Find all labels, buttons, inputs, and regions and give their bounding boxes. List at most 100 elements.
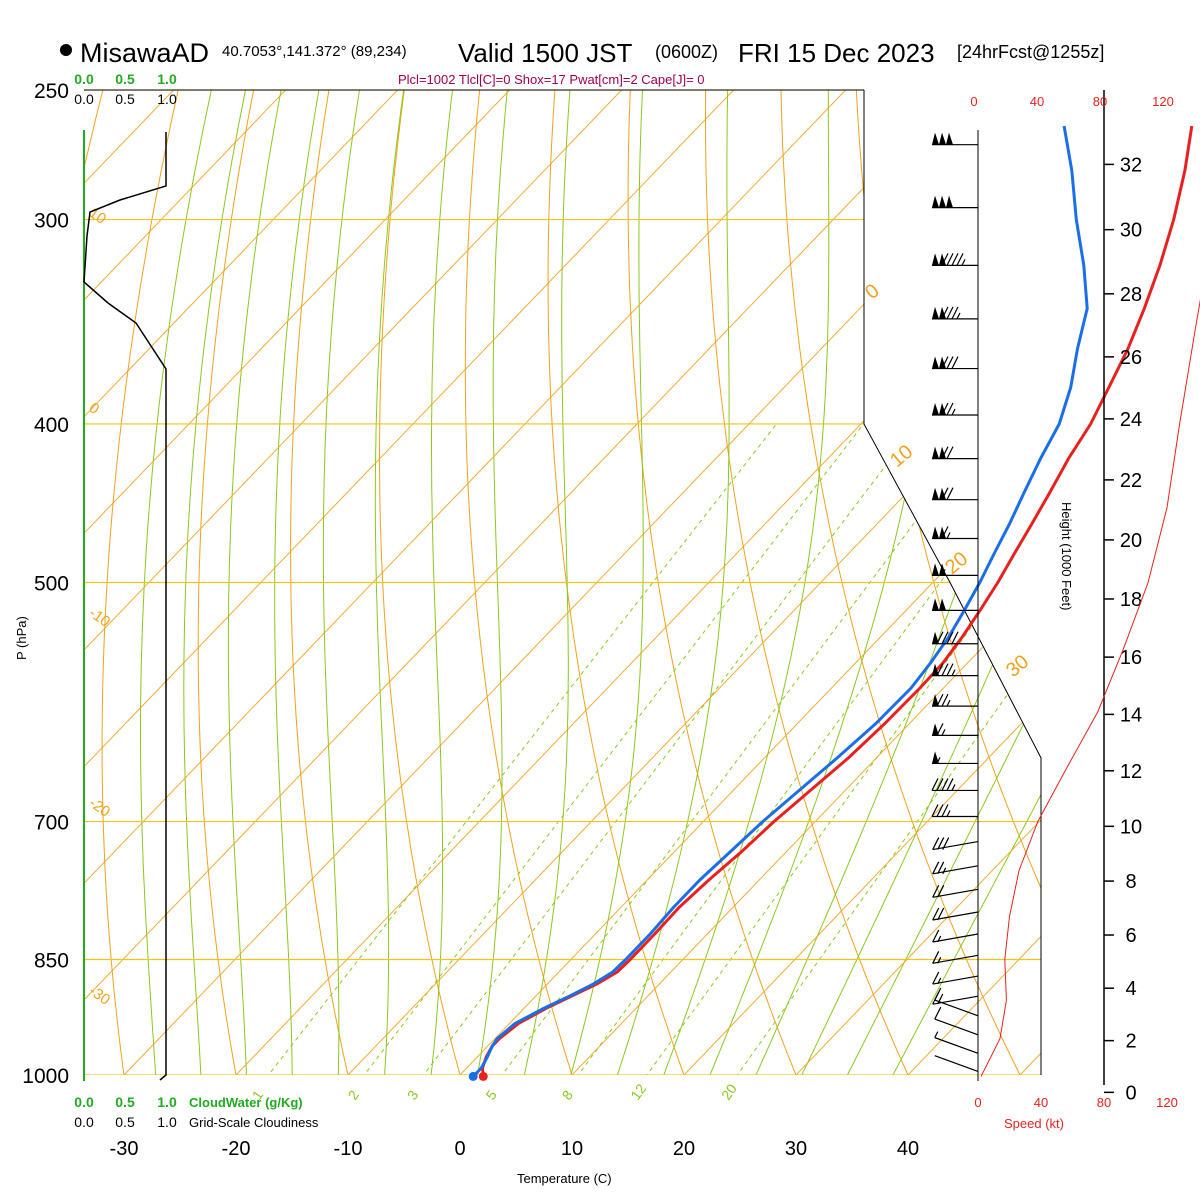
pressure-tick-label: 500 [34,573,69,596]
mixing-ratio-label: 20 [718,1081,740,1103]
wind-barb-shaft [932,954,979,964]
dry-adiabat-line [290,90,357,1075]
height-tick-label: 0 [1125,1082,1136,1104]
dry-adiabat-line [854,90,1041,1075]
dry-adiabat-line [1153,61,1200,1110]
wind-barb-flag [941,778,949,791]
mixing-ratio-label: 5 [482,1087,500,1103]
height-tick-label: 2 [1125,1031,1136,1053]
wind-barb-pennant [932,132,939,145]
moist-adiabat-line [695,90,947,1075]
wind-barb-pennant [939,253,946,266]
wind-barb-flag [946,253,954,266]
mixing-ratio-line [241,423,777,1075]
wind-barb-pennant [932,663,939,676]
isotherm-line [426,90,1041,1075]
moist-adiabat-line [274,90,320,1075]
wind-barb-flag [941,356,949,369]
temperature-tick-label: -10 [334,1138,363,1160]
isotherm-line [650,90,1041,1075]
isotherm-line [84,90,538,1075]
y-axis-label: P (hPa) [14,616,29,660]
wind-barb-half-flag [946,532,951,539]
temperature-tick-label: 30 [785,1138,807,1160]
mixing-ratio-line [475,423,989,1075]
isotherm-line [84,90,426,1075]
wind-barb-flag [946,631,954,644]
cloudiness-top-tick: 0.0 [74,91,94,107]
dry-adiabat-label: -10 [86,604,114,630]
mixing-ratio-line [552,423,1041,1075]
valid-date: FRI 15 Dec 2023 [738,38,935,68]
wind-barb-pennant [939,195,946,208]
sounding-traces [468,125,1194,1081]
wind-barbs [931,130,979,1081]
wind-barb-flag [932,837,940,850]
wind-barb-flag [934,1006,942,1020]
wind-barb-shaft [932,865,979,875]
wind-barb-flag [936,723,944,736]
cloudwater-bottom-tick: 0.5 [115,1094,135,1110]
wind-barb-pennant [932,356,939,369]
height-tick-label: 6 [1125,925,1136,947]
wind-barb-half-flag [939,993,944,1001]
wind-barb-flag [936,663,944,676]
speed-top-tick: 80 [1093,94,1107,109]
wind-barb-flag [946,663,954,676]
isotherm-line [874,90,1041,1075]
temperature-tick-label: 20 [673,1138,695,1160]
cloudiness-bottom-tick: 0.0 [74,1114,94,1130]
wind-barb-flag [941,253,949,266]
wind-barb-flag [951,253,959,266]
isotherm-line [84,90,986,1075]
dry-adiabat-line [197,90,260,1075]
wind-barb-pennant [932,723,939,736]
isotherm-line [84,90,650,1075]
speed-bottom-tick: 40 [1034,1095,1048,1110]
wind-barb-pennant [932,195,939,208]
isotherms [84,90,1041,1075]
wind-barb-pennant [939,446,946,459]
dry-adiabat-line [101,90,186,1075]
wind-barb-pennant [939,526,946,539]
isotherm-line [538,90,1041,1075]
moist-adiabat-line [322,90,360,1075]
cloudwater-bottom-tick: 0.0 [74,1094,94,1110]
station-marker-icon [60,44,72,56]
valid-time: Valid 1500 JST [458,38,633,68]
wind-barb-pennant [932,446,939,459]
wind-barb-pennant [932,487,939,500]
wind-barb-shaft [932,933,979,943]
wind-barb-half-flag [937,957,942,964]
height-tick-label: 22 [1120,470,1142,492]
wind-barb-flag [936,693,944,707]
wind-barb-flag [936,804,944,817]
temperature-axis: -30 -20 -10 0 10 20 30 40 [110,1138,920,1160]
dry-adiabat-label: 10 [886,441,917,472]
wind-barb-flag [942,837,950,850]
speed-top-tick: 0 [970,94,977,109]
temperature-tick-label: 10 [561,1138,583,1160]
wind-barb-flag [941,693,949,707]
wind-barb-shaft [932,995,979,1005]
wind-barb-pennant [939,487,946,500]
dry-adiabat-label: -20 [86,794,114,820]
pressure-tick-label: 300 [34,210,69,233]
cloudwater-top-tick: 0.0 [74,71,94,87]
speed-bottom-tick: 80 [1097,1095,1111,1110]
isotherm-line [202,90,1041,1075]
wind-speed-line [980,299,1200,1077]
wind-barb-flag [946,778,954,791]
speed-top-tick: 40 [1030,94,1044,109]
temperature-tick-label: -30 [110,1138,139,1160]
wind-barb-flag [937,907,945,921]
height-tick-label: 16 [1120,647,1142,669]
x-axis-label: Temperature (C) [517,1171,612,1186]
pressure-tick-label: 700 [34,812,69,835]
isotherm-line [84,90,314,1075]
wind-barb-flag [946,446,954,459]
speed-bottom-tick: 120 [1156,1095,1178,1110]
wind-barb-pennant [939,132,946,145]
temperature-tick-label: 0 [454,1138,465,1160]
dry-adiabat-line [0,61,36,1110]
